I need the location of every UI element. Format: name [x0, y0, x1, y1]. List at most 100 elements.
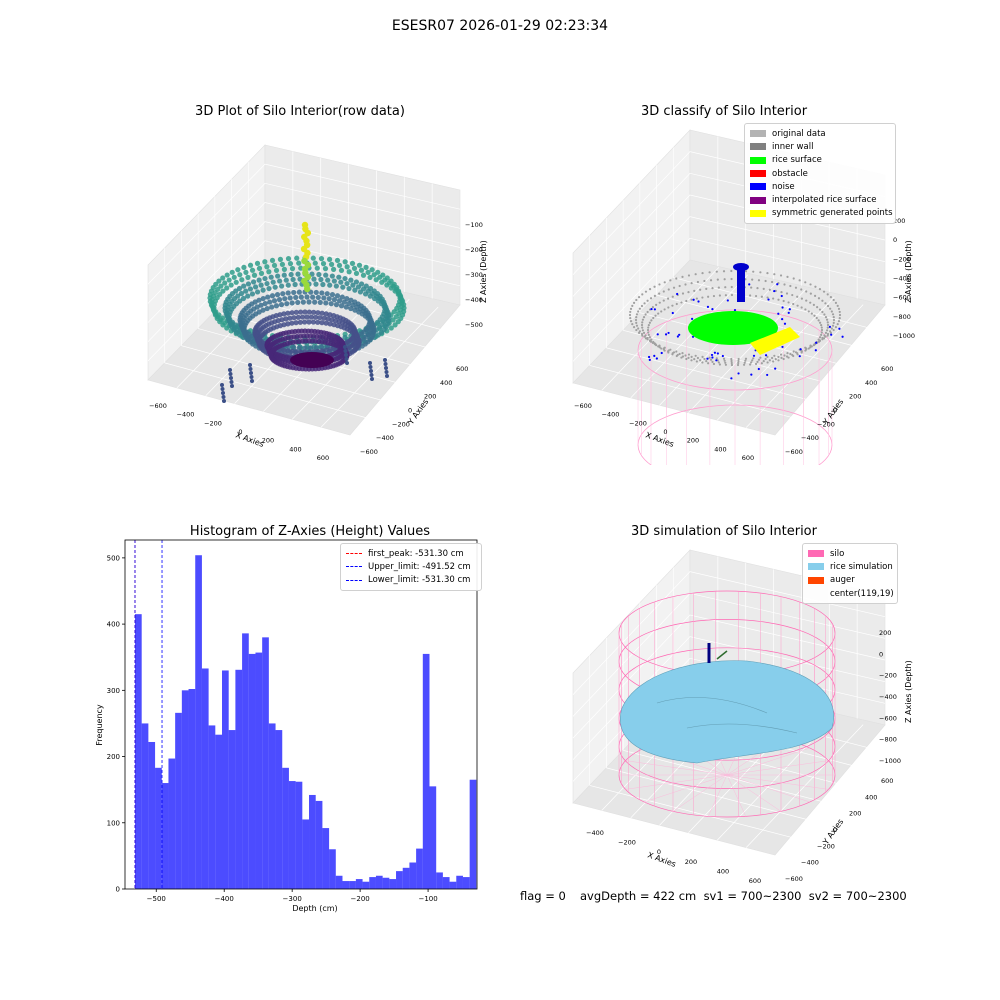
classify-original-point [663, 308, 666, 311]
classify-original-point [635, 316, 638, 319]
histogram-bar [134, 614, 142, 889]
raw-point [367, 274, 373, 280]
raw-point [353, 270, 360, 276]
classify-original-point [680, 356, 683, 359]
raw-point [264, 305, 270, 312]
raw-point [273, 303, 280, 309]
classify-original-point [696, 280, 700, 284]
raw-point [245, 274, 251, 280]
classify-original-point [632, 326, 636, 329]
raw-point [331, 278, 337, 284]
classify-original-point [690, 359, 693, 362]
classify-y-ticks: −600 −400 −200 0 200 400 600 [785, 365, 893, 456]
raw-point [388, 325, 394, 331]
classify-original-point [701, 361, 704, 364]
classify-original-point [773, 273, 776, 276]
raw-point [320, 261, 327, 267]
raw-point [291, 289, 297, 296]
raw-point [333, 302, 340, 308]
raw-point [298, 294, 304, 300]
classify-original-point [629, 310, 632, 314]
classify-noise-point [667, 331, 670, 335]
classify-original-point [711, 287, 714, 290]
histogram-bar [282, 767, 289, 889]
classify-original-point [658, 292, 661, 295]
classify-points-cloud [628, 263, 844, 465]
classify-original-point [696, 356, 700, 360]
classify-original-point [634, 318, 638, 322]
classify-original-point [810, 312, 813, 315]
raw-point [295, 271, 301, 277]
legend-entry: rice surface [750, 154, 890, 167]
classify-original-point [821, 310, 824, 314]
classify-original-point [654, 314, 657, 317]
classify-original-point [772, 360, 775, 363]
classify-original-point [667, 288, 670, 291]
raw-point [241, 264, 247, 270]
classify-original-point [655, 303, 658, 306]
raw-drip-point [345, 361, 349, 365]
classify-original-point [631, 323, 634, 326]
raw-point [279, 317, 285, 323]
classify-noise-point [798, 355, 801, 358]
classify-original-point [723, 278, 726, 281]
raw-point [277, 278, 283, 284]
classify-original-point [629, 320, 633, 323]
classify-original-point [832, 318, 836, 322]
axis-tick-label: 0 [893, 236, 897, 244]
classify-original-point [744, 357, 748, 360]
classify-noise-point [752, 354, 756, 357]
classify-original-point [800, 288, 803, 291]
raw-point [356, 262, 363, 268]
axis-tick-label: 200 [879, 629, 891, 637]
raw-point [336, 274, 342, 280]
raw-point [323, 347, 329, 353]
legend-entry: symmetric generated points [750, 207, 893, 220]
raw-point [293, 294, 299, 301]
axis-tick-label: −200 [204, 419, 222, 427]
axis-tick-label: −600 [574, 402, 592, 410]
classify-noise-point [726, 299, 729, 302]
histogram-bar [222, 670, 229, 889]
raw-point [235, 293, 241, 299]
raw-point [323, 311, 329, 317]
raw-point [344, 264, 350, 270]
raw-drip-point [250, 379, 254, 383]
raw-point [369, 267, 375, 273]
legend-label: first_peak: -531.30 cm [368, 548, 464, 559]
axis-tick-label: 0 [833, 407, 837, 415]
axis-tick-label: −600 [149, 402, 167, 410]
classify-original-point [724, 286, 727, 289]
histogram-bar [148, 741, 156, 889]
axis-tick-label: 400 [865, 793, 877, 801]
axis-tick-label: 0 [879, 650, 883, 658]
classify-original-point [660, 310, 663, 313]
raw-point [254, 289, 261, 295]
raw-point [295, 299, 301, 306]
histogram-y-tick-label: 500 [107, 554, 120, 562]
raw-point [353, 279, 360, 285]
classify-original-point [814, 285, 817, 288]
raw-point [313, 281, 319, 287]
raw-point [315, 319, 321, 325]
classify-original-point [794, 351, 798, 354]
raw-point [319, 344, 325, 350]
raw-point [313, 314, 319, 320]
classify-noise-point [767, 298, 770, 301]
classify-original-point [695, 360, 698, 363]
classify-original-point [737, 361, 740, 365]
raw-point [365, 269, 371, 275]
legend-swatch [750, 183, 766, 191]
classify-original-point [783, 354, 786, 357]
classify-original-point [785, 355, 789, 358]
classify-noise-point [713, 351, 717, 354]
classify-original-point [777, 359, 780, 362]
classify-original-point [824, 331, 828, 335]
legend-label: original data [772, 128, 826, 139]
classify-original-point [638, 330, 641, 333]
raw-point [285, 321, 291, 327]
raw-point [375, 269, 381, 275]
histogram-x-ticks: −500 −400 −300 −200 −100 [147, 889, 438, 903]
raw-point [352, 287, 358, 293]
classify-original-point [774, 358, 777, 361]
